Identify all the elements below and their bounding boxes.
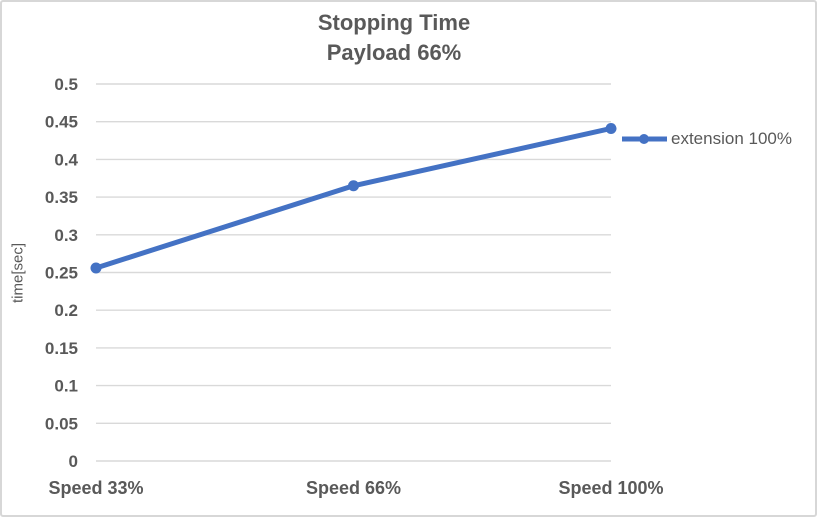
y-tick-label: 0.2 xyxy=(54,301,78,320)
y-tick-label: 0.45 xyxy=(45,113,78,132)
legend-series-label: extension 100% xyxy=(671,129,792,148)
y-axis-title: time[sec] xyxy=(9,242,27,304)
legend-line-marker-icon xyxy=(622,134,667,144)
y-tick-label: 0.3 xyxy=(54,226,78,245)
y-tick-label: 0.4 xyxy=(54,150,78,169)
y-tick-label: 0.5 xyxy=(54,75,78,94)
y-tick-label: 0.15 xyxy=(45,339,78,358)
x-axis-label: Speed 100% xyxy=(558,478,663,498)
y-tick-label: 0.25 xyxy=(45,264,78,283)
series-line xyxy=(93,125,614,271)
x-axis-label: Speed 33% xyxy=(48,478,143,498)
chart-title: Stopping Time Payload 66% xyxy=(2,8,786,68)
y-tick-label: 0.1 xyxy=(54,377,78,396)
x-axis-label: Speed 66% xyxy=(306,478,401,498)
data-point-marker xyxy=(605,122,617,134)
data-point-marker xyxy=(90,262,102,274)
chart-title-line-1: Stopping Time xyxy=(317,10,471,35)
chart-title-line-2: Payload 66% xyxy=(326,40,462,65)
legend: extension 100% xyxy=(621,129,792,149)
y-tick-label: 0 xyxy=(69,452,78,471)
y-tick-label: 0.35 xyxy=(45,188,78,207)
data-point-marker xyxy=(348,180,359,192)
y-tick-label: 0.05 xyxy=(45,414,78,433)
